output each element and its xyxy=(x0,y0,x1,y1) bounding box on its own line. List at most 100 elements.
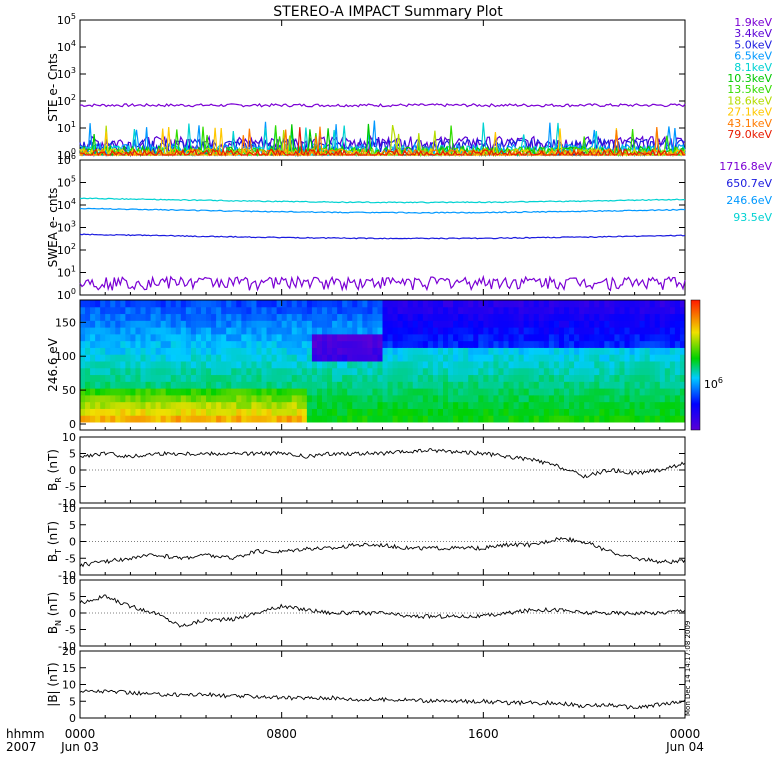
heatmap-cell xyxy=(221,306,227,315)
heatmap-cell xyxy=(392,300,399,308)
heatmap-cell xyxy=(165,333,172,342)
heatmap-cell xyxy=(397,340,404,348)
heatmap-cell xyxy=(674,347,681,355)
heatmap-cell xyxy=(261,361,268,369)
series-line xyxy=(79,536,686,568)
heatmap-cell xyxy=(478,415,484,423)
heatmap-cell xyxy=(195,354,202,362)
heatmap-cell xyxy=(286,354,293,362)
heatmap-cell xyxy=(599,313,605,321)
heatmap-cell xyxy=(316,367,323,376)
heatmap-cell xyxy=(155,388,162,396)
heatmap-cell xyxy=(508,388,515,396)
heatmap-cell xyxy=(664,381,671,389)
x-date-label: Jun 03 xyxy=(60,740,99,754)
heatmap-cell xyxy=(160,415,167,423)
heatmap-cell xyxy=(589,388,595,396)
heatmap-cell xyxy=(311,388,318,396)
heatmap-cell xyxy=(503,361,510,369)
heatmap-cell xyxy=(90,320,96,328)
heatmap-cell xyxy=(594,306,600,315)
heatmap-cell xyxy=(80,300,86,308)
heatmap-cell xyxy=(543,300,550,308)
heatmap-cell xyxy=(488,415,494,423)
heatmap-cell xyxy=(558,347,565,355)
heatmap-cell xyxy=(669,374,676,382)
heatmap-cell xyxy=(337,361,343,369)
heatmap-cell xyxy=(558,415,565,423)
heatmap-cell xyxy=(100,320,106,328)
heatmap-cell xyxy=(679,381,686,389)
heatmap-cell xyxy=(357,394,363,403)
heatmap-cell xyxy=(533,408,540,416)
heatmap-cell xyxy=(604,320,610,328)
heatmap-cell xyxy=(150,408,157,416)
heatmap-cell xyxy=(493,408,499,416)
heatmap-cell xyxy=(443,401,449,409)
heatmap-cell xyxy=(664,340,671,348)
heatmap-cell xyxy=(443,388,449,396)
heatmap-cell xyxy=(589,300,595,308)
heatmap-cell xyxy=(498,415,504,423)
heatmap-cell xyxy=(649,340,656,348)
heatmap-cell xyxy=(362,388,368,396)
heatmap-cell xyxy=(493,347,499,355)
heatmap-cell xyxy=(296,333,303,342)
heatmap-cell xyxy=(352,306,358,315)
heatmap-cell xyxy=(493,340,499,348)
heatmap-cell xyxy=(584,313,590,321)
heatmap-cell xyxy=(478,374,484,382)
heatmap-cell xyxy=(392,327,399,335)
heatmap-cell xyxy=(95,320,101,328)
heatmap-cell xyxy=(115,354,121,362)
heatmap-cell xyxy=(221,394,227,403)
heatmap-cell xyxy=(180,401,187,409)
heatmap-cell xyxy=(649,367,656,376)
heatmap-cell xyxy=(221,374,227,382)
heatmap-cell xyxy=(427,340,434,348)
heatmap-cell xyxy=(443,320,449,328)
heatmap-cell xyxy=(221,367,227,376)
heatmap-cell xyxy=(387,394,394,403)
heatmap-cell xyxy=(236,340,242,348)
heatmap-cell xyxy=(206,401,212,409)
heatmap-cell xyxy=(231,354,237,362)
heatmap-cell xyxy=(180,408,187,416)
heatmap-cell xyxy=(306,415,313,423)
heatmap-cell xyxy=(533,347,540,355)
heatmap-cell xyxy=(90,374,96,382)
heatmap-cell xyxy=(266,374,273,382)
heatmap-cell xyxy=(266,394,273,403)
heatmap-cell xyxy=(195,367,202,376)
heatmap-cell xyxy=(594,327,600,335)
heatmap-cell xyxy=(448,374,454,382)
heatmap-cell xyxy=(624,408,631,416)
heatmap-cell xyxy=(316,347,323,355)
heatmap-cell xyxy=(115,340,121,348)
heatmap-cell xyxy=(659,361,666,369)
heatmap-cell xyxy=(589,320,595,328)
heatmap-cell xyxy=(170,408,177,416)
heatmap-cell xyxy=(528,320,535,328)
heatmap-cell xyxy=(100,306,106,315)
heatmap-cell xyxy=(463,354,469,362)
heatmap-cell xyxy=(437,381,444,389)
heatmap-cell xyxy=(569,306,575,315)
x-tick-label: 0000 xyxy=(670,727,701,741)
heatmap-cell xyxy=(80,381,86,389)
heatmap-cell xyxy=(473,415,479,423)
heatmap-cell xyxy=(594,415,600,423)
heatmap-cell xyxy=(548,361,555,369)
heatmap-cell xyxy=(639,401,646,409)
heatmap-cell xyxy=(337,415,343,423)
heatmap-cell xyxy=(352,340,358,348)
heatmap-cell xyxy=(679,340,686,348)
heatmap-cell xyxy=(311,340,318,348)
heatmap-cell xyxy=(503,408,510,416)
heatmap-cell xyxy=(427,401,434,409)
heatmap-cell xyxy=(342,313,348,321)
heatmap-cell xyxy=(180,333,187,342)
series-line-93.5eV xyxy=(79,197,685,204)
heatmap-cell xyxy=(342,327,348,335)
